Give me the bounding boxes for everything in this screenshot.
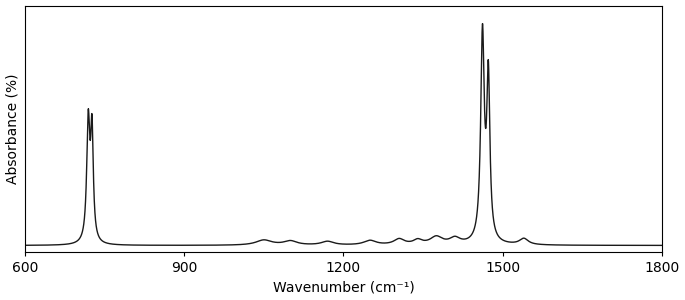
X-axis label: Wavenumber (cm⁻¹): Wavenumber (cm⁻¹) xyxy=(273,280,414,294)
Y-axis label: Absorbance (%): Absorbance (%) xyxy=(5,74,20,184)
